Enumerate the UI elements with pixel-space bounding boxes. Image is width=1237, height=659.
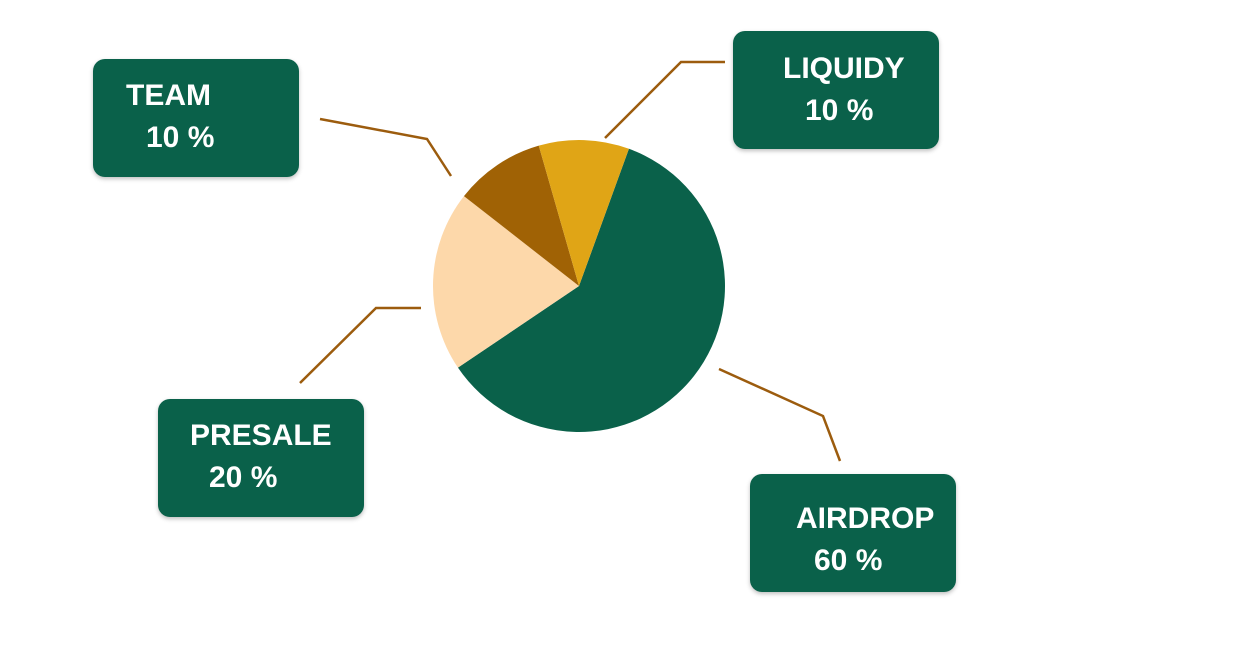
label-airdrop-value: 60 % <box>814 544 883 577</box>
pie-slice-team <box>463 145 579 286</box>
label-airdrop-name: AIRDROP <box>796 502 935 535</box>
leader-line-presale <box>299 306 421 384</box>
pie-slices <box>432 140 725 432</box>
label-presale: PRESALE 20 % <box>158 399 364 517</box>
label-team-name: TEAM <box>126 79 211 112</box>
label-presale-value: 20 % <box>209 461 278 494</box>
leader-lines <box>299 60 842 462</box>
label-liquidy: LIQUIDY 10 % <box>733 31 939 149</box>
leader-line-airdrop <box>718 367 842 462</box>
label-liquidy-name: LIQUIDY <box>783 52 905 85</box>
label-team: TEAM 10 % <box>93 59 299 177</box>
leader-line-team <box>319 117 453 177</box>
pie-slice-airdrop <box>457 148 725 432</box>
label-airdrop: AIRDROP 60 % <box>750 474 956 592</box>
label-liquidy-value: 10 % <box>805 94 874 127</box>
pie-slice-liquidy <box>538 140 629 286</box>
pie-slice-presale <box>432 196 579 368</box>
label-presale-name: PRESALE <box>190 419 332 452</box>
label-team-value: 10 % <box>146 121 215 154</box>
leader-line-liquidy <box>604 60 725 139</box>
